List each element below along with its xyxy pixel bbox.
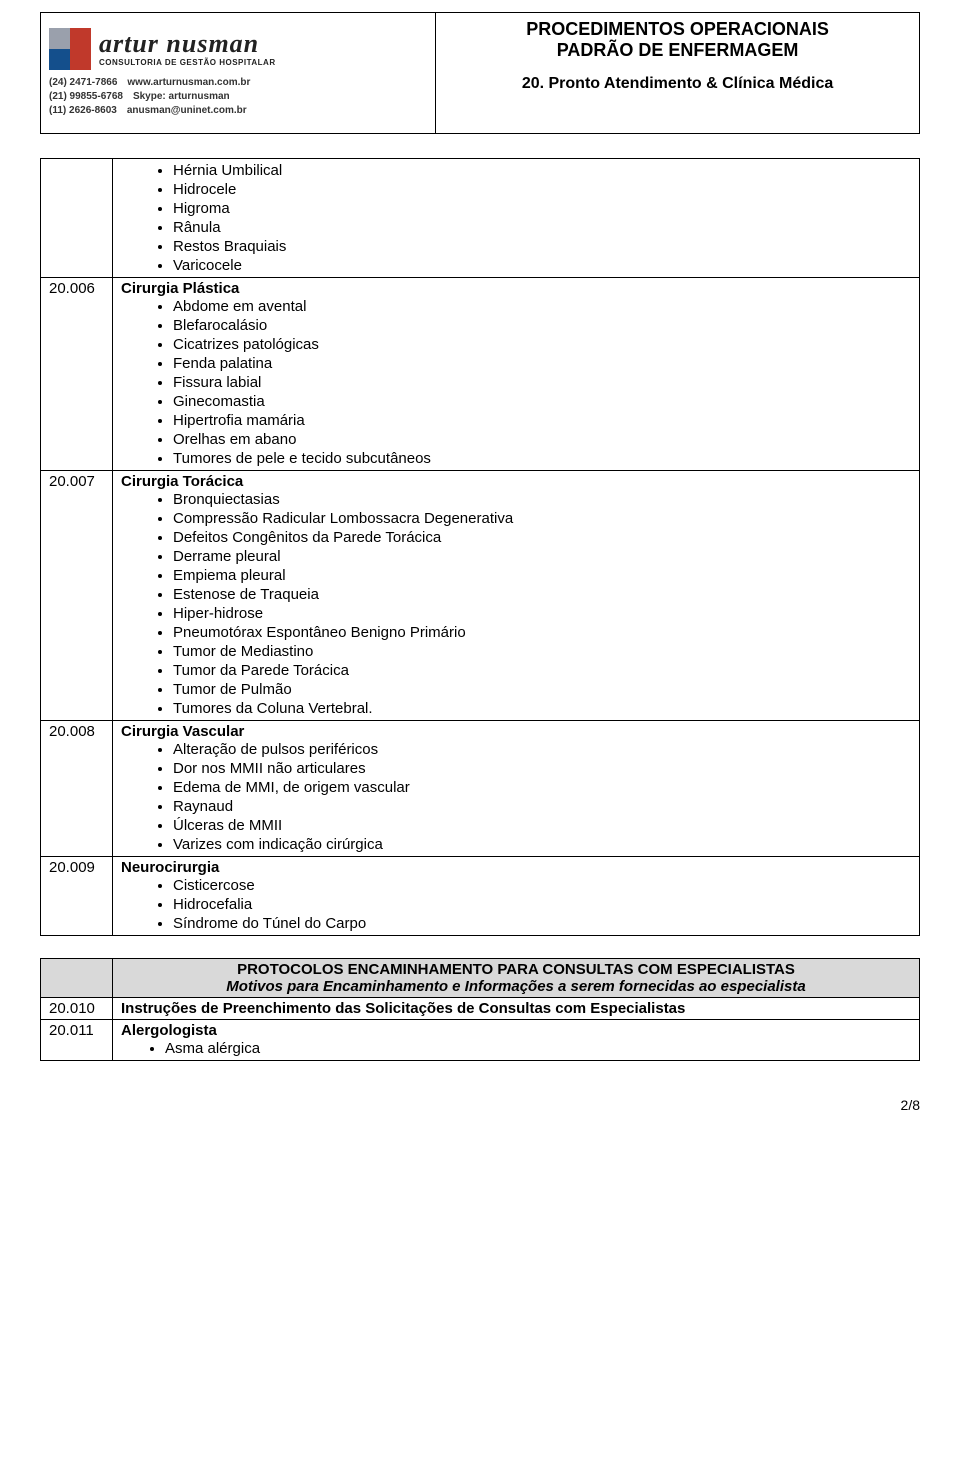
section-items: Hérnia UmbilicalHidroceleHigromaRânulaRe…: [173, 161, 911, 275]
page-number: 2/8: [40, 1097, 920, 1113]
list-item: Restos Braquiais: [173, 237, 911, 256]
list-item: Pneumotórax Espontâneo Benigno Primário: [173, 623, 911, 642]
section-items: CisticercoseHidrocefaliaSíndrome do Túne…: [173, 876, 911, 933]
list-item: Asma alérgica: [165, 1039, 911, 1058]
list-item: Tumor da Parede Torácica: [173, 661, 911, 680]
doc-subtitle: 20. Pronto Atendimento & Clínica Médica: [522, 75, 833, 93]
section-title: Cirurgia Plástica: [121, 280, 911, 297]
list-item: Varizes com indicação cirúrgica: [173, 835, 911, 854]
list-item: Hipertrofia mamária: [173, 411, 911, 430]
list-item: Tumores da Coluna Vertebral.: [173, 699, 911, 718]
section-code: 20.007: [41, 471, 113, 721]
list-item: Blefarocalásio: [173, 316, 911, 335]
header-code-cell: [41, 959, 113, 998]
protocols-header-line2: Motivos para Encaminhamento e Informaçõe…: [121, 978, 911, 995]
list-item: Higroma: [173, 199, 911, 218]
list-item: Hidrocefalia: [173, 895, 911, 914]
list-item: Fissura labial: [173, 373, 911, 392]
list-item: Raynaud: [173, 797, 911, 816]
row-body: Instruções de Preenchimento das Solicita…: [113, 998, 920, 1020]
logo-mark-icon: [49, 28, 91, 70]
document-header: artur nusman CONSULTORIA DE GESTÃO HOSPI…: [40, 12, 920, 134]
row-code: 20.010: [41, 998, 113, 1020]
list-item: Derrame pleural: [173, 547, 911, 566]
section-code: [41, 159, 113, 278]
row-code: 20.011: [41, 1020, 113, 1061]
protocols-header-line1: PROTOCOLOS ENCAMINHAMENTO PARA CONSULTAS…: [121, 961, 911, 978]
section-body: NeurocirurgiaCisticercoseHidrocefaliaSín…: [113, 857, 920, 936]
list-item: Orelhas em abano: [173, 430, 911, 449]
list-item: Dor nos MMII não articulares: [173, 759, 911, 778]
list-item: Cicatrizes patológicas: [173, 335, 911, 354]
brand-name: artur nusman: [99, 31, 276, 57]
section-body: Cirurgia VascularAlteração de pulsos per…: [113, 721, 920, 857]
list-item: Cisticercose: [173, 876, 911, 895]
contact-label: Skype: arturnusman: [133, 90, 230, 104]
list-item: Estenose de Traqueia: [173, 585, 911, 604]
list-item: Tumor de Mediastino: [173, 642, 911, 661]
list-item: Tumores de pele e tecido subcutâneos: [173, 449, 911, 468]
phone: (21) 99855-6768: [49, 90, 123, 104]
doc-title-line: PROCEDIMENTOS OPERACIONAIS: [526, 19, 829, 40]
doc-title-line: PADRÃO DE ENFERMAGEM: [557, 40, 799, 61]
list-item: Hidrocele: [173, 180, 911, 199]
list-item: Bronquiectasias: [173, 490, 911, 509]
section-body: Hérnia UmbilicalHidroceleHigromaRânulaRe…: [113, 159, 920, 278]
row-items: Asma alérgica: [165, 1039, 911, 1058]
contact-label: www.arturnusman.com.br: [127, 76, 250, 90]
section-body: Cirurgia PlásticaAbdome em aventalBlefar…: [113, 278, 920, 471]
list-item: Tumor de Pulmão: [173, 680, 911, 699]
contact-block: (24) 2471-7866 www.arturnusman.com.br (21…: [49, 76, 427, 118]
procedures-table: Hérnia UmbilicalHidroceleHigromaRânulaRe…: [40, 158, 920, 936]
section-items: Abdome em aventalBlefarocalásioCicatrize…: [173, 297, 911, 468]
phone: (11) 2626-8603: [49, 104, 117, 118]
contact-label: anusman@uninet.com.br: [127, 104, 247, 118]
list-item: Rânula: [173, 218, 911, 237]
section-title: Neurocirurgia: [121, 859, 911, 876]
brand-tagline: CONSULTORIA DE GESTÃO HOSPITALAR: [99, 59, 276, 67]
list-item: Defeitos Congênitos da Parede Torácica: [173, 528, 911, 547]
section-code: 20.006: [41, 278, 113, 471]
list-item: Ginecomastia: [173, 392, 911, 411]
logo-row: artur nusman CONSULTORIA DE GESTÃO HOSPI…: [49, 28, 427, 70]
row-body: AlergologistaAsma alérgica: [113, 1020, 920, 1061]
section-title: Cirurgia Torácica: [121, 473, 911, 490]
title-panel: PROCEDIMENTOS OPERACIONAIS PADRÃO DE ENF…: [436, 13, 919, 133]
list-item: Varicocele: [173, 256, 911, 275]
list-item: Alteração de pulsos periféricos: [173, 740, 911, 759]
row-title: Alergologista: [121, 1022, 911, 1039]
logo-panel: artur nusman CONSULTORIA DE GESTÃO HOSPI…: [41, 13, 436, 133]
list-item: Abdome em avental: [173, 297, 911, 316]
list-item: Hérnia Umbilical: [173, 161, 911, 180]
section-title: Cirurgia Vascular: [121, 723, 911, 740]
phone: (24) 2471-7866: [49, 76, 117, 90]
section-items: BronquiectasiasCompressão Radicular Lomb…: [173, 490, 911, 718]
protocols-table: PROTOCOLOS ENCAMINHAMENTO PARA CONSULTAS…: [40, 958, 920, 1061]
list-item: Edema de MMI, de origem vascular: [173, 778, 911, 797]
list-item: Compressão Radicular Lombossacra Degener…: [173, 509, 911, 528]
list-item: Úlceras de MMII: [173, 816, 911, 835]
protocols-header-cell: PROTOCOLOS ENCAMINHAMENTO PARA CONSULTAS…: [113, 959, 920, 998]
section-code: 20.008: [41, 721, 113, 857]
list-item: Fenda palatina: [173, 354, 911, 373]
section-items: Alteração de pulsos periféricosDor nos M…: [173, 740, 911, 854]
list-item: Empiema pleural: [173, 566, 911, 585]
row-title: Instruções de Preenchimento das Solicita…: [121, 1000, 911, 1017]
list-item: Hiper-hidrose: [173, 604, 911, 623]
list-item: Síndrome do Túnel do Carpo: [173, 914, 911, 933]
section-code: 20.009: [41, 857, 113, 936]
section-body: Cirurgia TorácicaBronquiectasiasCompress…: [113, 471, 920, 721]
